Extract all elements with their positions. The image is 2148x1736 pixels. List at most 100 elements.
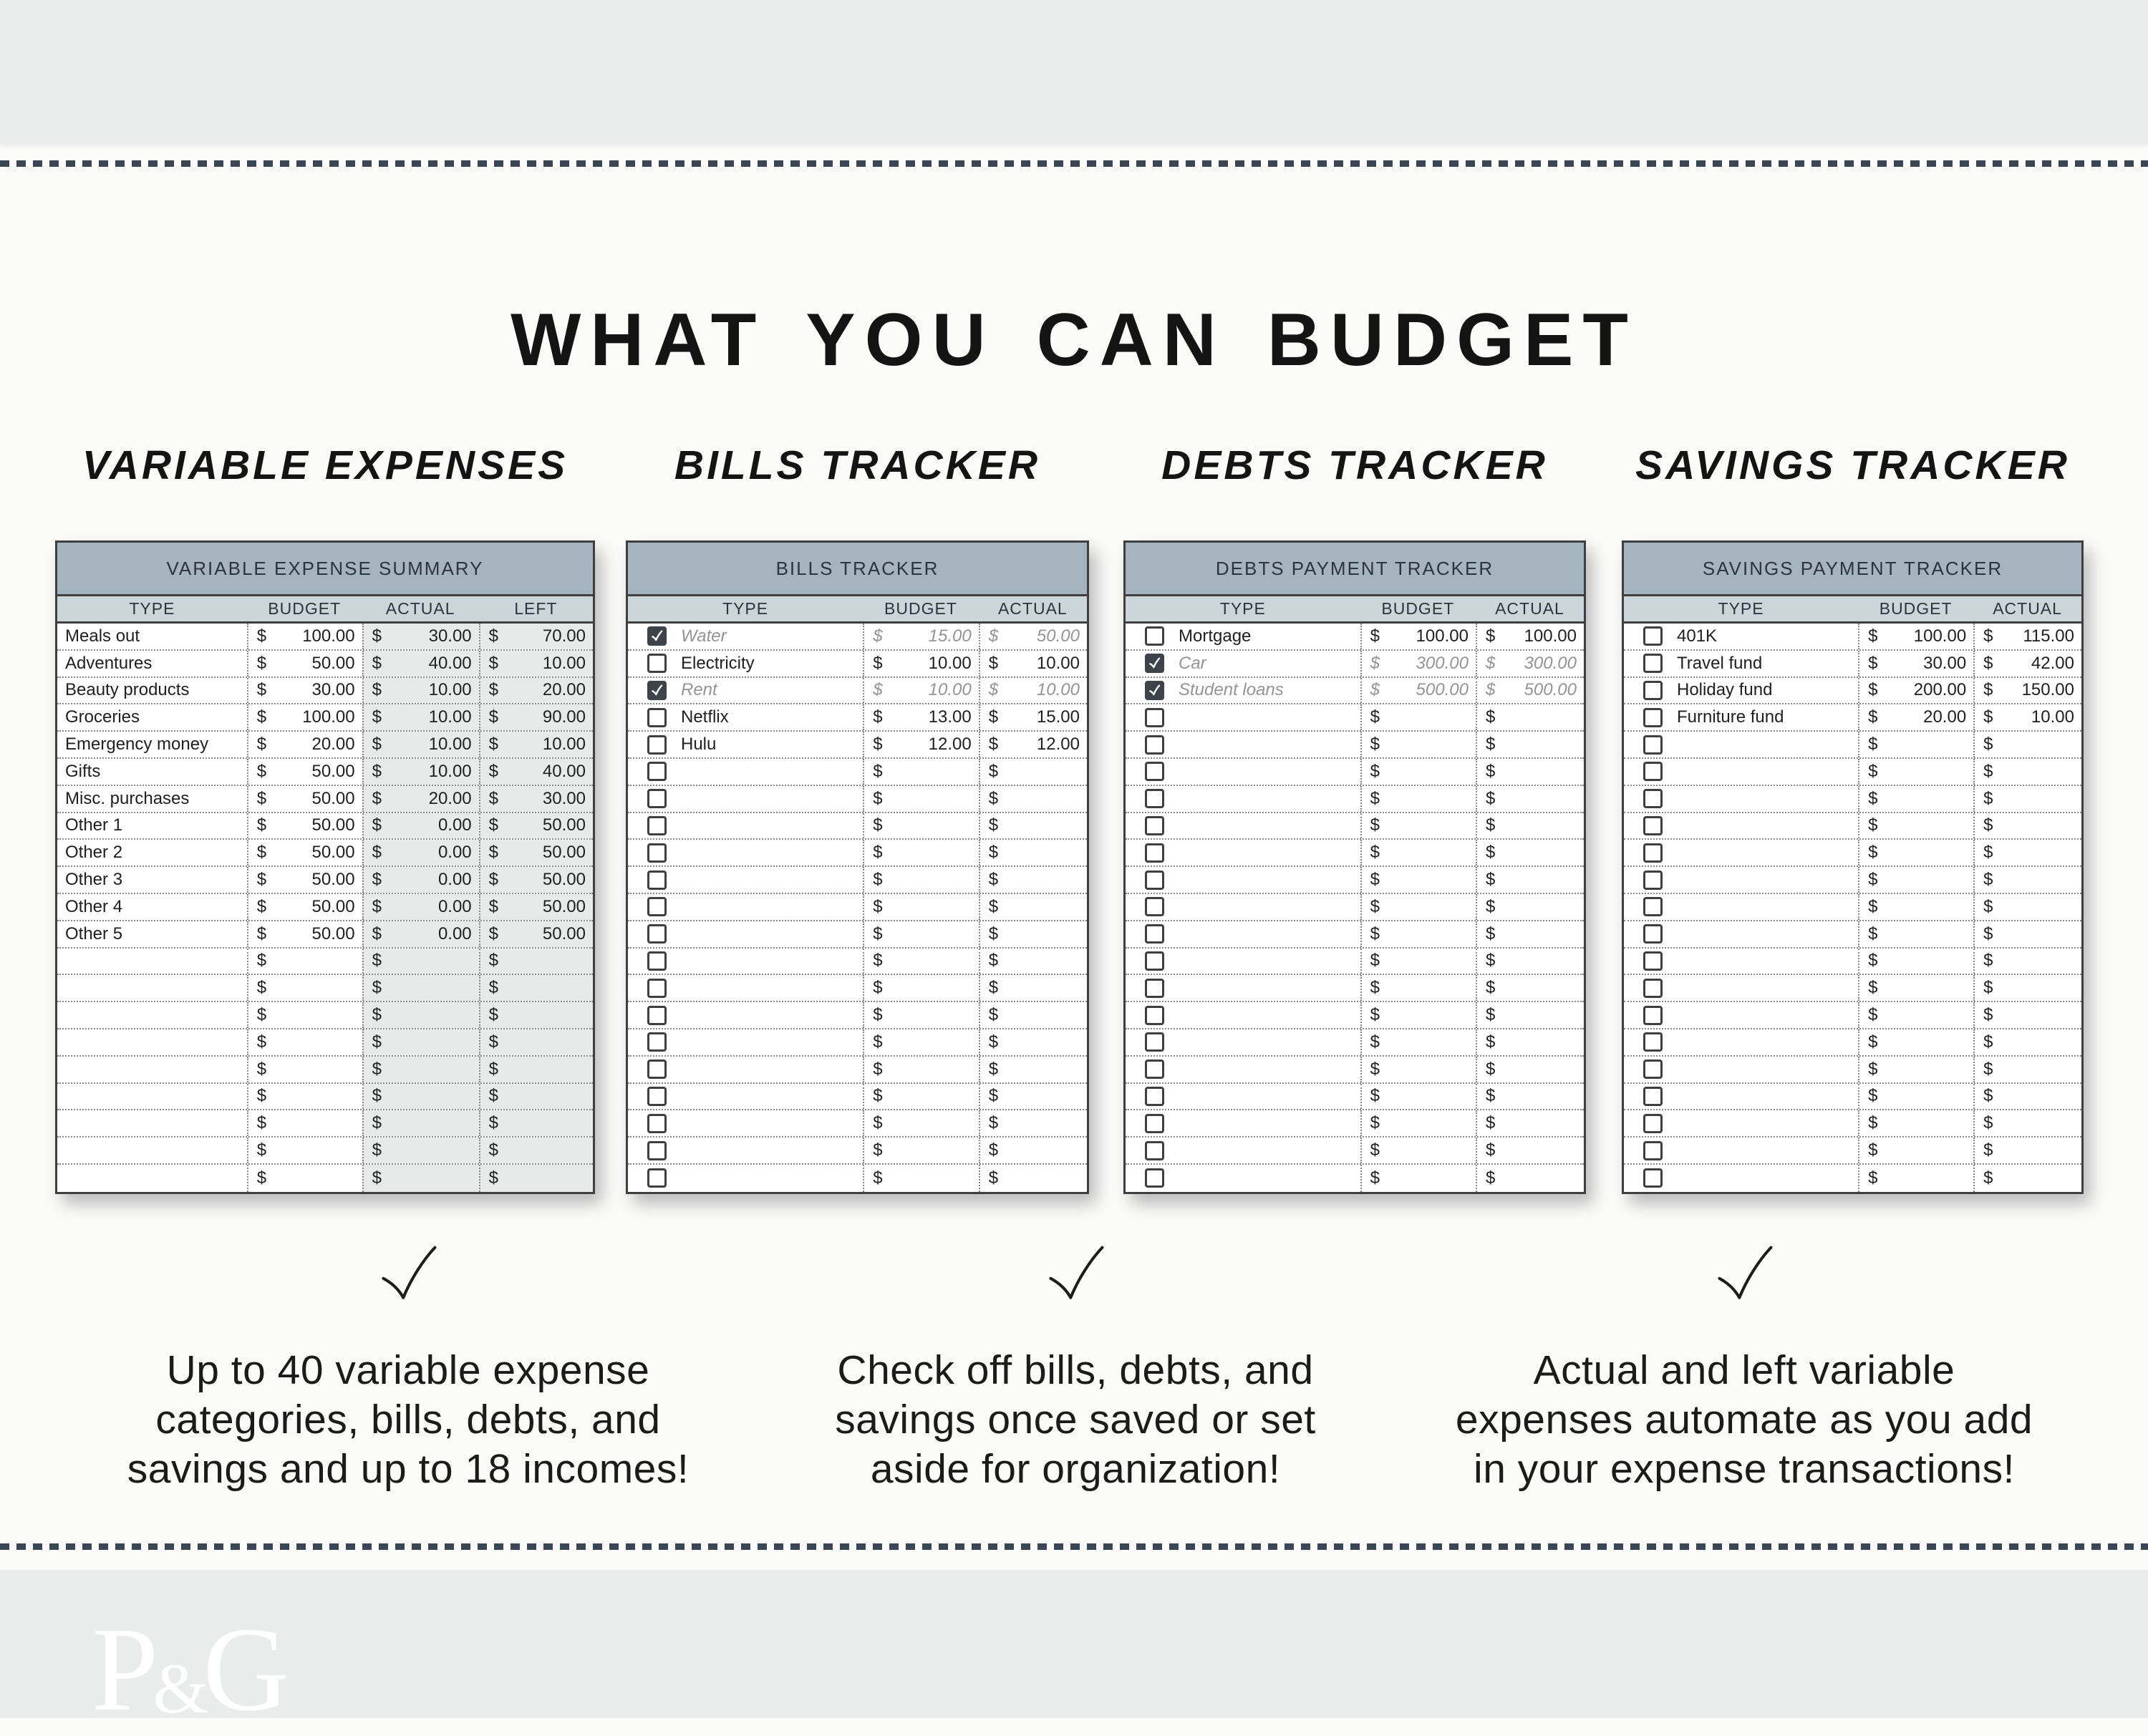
left-cell[interactable]: $90.00 [478, 704, 593, 731]
budget-cell[interactable]: $ [863, 1138, 979, 1163]
budget-cell[interactable]: $ [246, 1110, 362, 1137]
actual-cell[interactable]: $ [978, 893, 1087, 920]
actual-cell[interactable]: $ [1475, 732, 1584, 757]
actual-cell[interactable]: $ [978, 1002, 1087, 1028]
actual-cell[interactable]: $ [1973, 1029, 2081, 1055]
row-checkbox[interactable] [647, 1168, 667, 1188]
actual-cell[interactable]: $ [1475, 1110, 1584, 1137]
budget-cell[interactable]: $ [1858, 840, 1973, 866]
left-cell[interactable]: $ [478, 1083, 593, 1110]
type-cell[interactable] [1624, 813, 1858, 839]
type-cell[interactable] [628, 1084, 863, 1110]
row-checkbox[interactable] [1643, 734, 1663, 755]
left-cell[interactable]: $30.00 [478, 785, 593, 812]
actual-cell[interactable]: $ [362, 1083, 479, 1110]
left-cell[interactable]: $ [478, 1164, 593, 1192]
budget-cell[interactable]: $ [1858, 785, 1973, 812]
budget-cell[interactable]: $ [863, 1002, 979, 1028]
type-cell[interactable]: Misc. purchases [57, 786, 247, 812]
type-cell[interactable] [1126, 1084, 1360, 1110]
actual-cell[interactable]: $ [1475, 948, 1584, 974]
left-cell[interactable]: $50.00 [478, 893, 593, 920]
row-checkbox[interactable] [1643, 1140, 1663, 1160]
actual-cell[interactable]: $ [978, 1029, 1087, 1055]
type-cell[interactable] [1126, 1057, 1360, 1082]
type-cell[interactable] [57, 1002, 247, 1028]
type-cell[interactable] [1624, 1029, 1858, 1055]
budget-cell[interactable]: $ [1360, 785, 1476, 812]
budget-cell[interactable]: $ [1360, 867, 1476, 893]
budget-cell[interactable]: $100.00 [1360, 624, 1476, 649]
row-checkbox[interactable] [647, 762, 667, 782]
actual-cell[interactable]: $ [978, 1056, 1087, 1082]
actual-cell[interactable]: $ [362, 948, 479, 974]
row-checkbox[interactable] [1145, 1113, 1164, 1133]
type-cell[interactable] [628, 949, 863, 974]
budget-cell[interactable]: $ [246, 1138, 362, 1163]
actual-cell[interactable]: $ [362, 1029, 479, 1055]
type-cell[interactable] [57, 1110, 247, 1136]
type-cell[interactable] [628, 867, 863, 893]
budget-cell[interactable]: $ [246, 1029, 362, 1055]
row-checkbox[interactable] [1145, 1005, 1164, 1025]
type-cell[interactable] [628, 786, 863, 812]
actual-cell[interactable]: $ [1973, 948, 2081, 974]
budget-cell[interactable]: $ [1360, 840, 1476, 866]
type-cell[interactable]: Furniture fund [1624, 704, 1858, 730]
budget-cell[interactable]: $ [1360, 758, 1476, 785]
type-cell[interactable] [628, 1138, 863, 1163]
budget-cell[interactable]: $50.00 [246, 867, 362, 893]
type-cell[interactable]: Other 5 [57, 921, 247, 947]
row-checkbox[interactable] [1643, 1086, 1663, 1106]
type-cell[interactable] [628, 921, 863, 947]
actual-cell[interactable]: $ [978, 975, 1087, 1002]
type-cell[interactable] [628, 813, 863, 839]
budget-cell[interactable]: $13.00 [863, 704, 979, 731]
budget-cell[interactable]: $ [1858, 758, 1973, 785]
actual-cell[interactable]: $ [1973, 758, 2081, 785]
budget-cell[interactable]: $12.00 [863, 732, 979, 757]
type-cell[interactable]: Student loans [1126, 678, 1360, 704]
row-checkbox[interactable] [647, 1005, 667, 1025]
type-cell[interactable]: Emergency money [57, 732, 247, 757]
left-cell[interactable]: $ [478, 975, 593, 1002]
budget-cell[interactable]: $100.00 [246, 624, 362, 649]
type-cell[interactable] [1126, 867, 1360, 893]
type-cell[interactable] [1624, 867, 1858, 893]
type-cell[interactable]: Electricity [628, 651, 863, 677]
budget-cell[interactable]: $ [1858, 1138, 1973, 1163]
left-cell[interactable]: $50.00 [478, 840, 593, 866]
row-checkbox[interactable] [1643, 626, 1663, 646]
budget-cell[interactable]: $15.00 [863, 624, 979, 649]
actual-cell[interactable]: $12.00 [978, 732, 1087, 757]
actual-cell[interactable]: $ [978, 758, 1087, 785]
left-cell[interactable]: $ [478, 1002, 593, 1028]
type-cell[interactable] [1126, 732, 1360, 757]
row-checkbox[interactable] [1643, 654, 1663, 674]
budget-cell[interactable]: $10.00 [863, 650, 979, 677]
type-cell[interactable] [628, 894, 863, 920]
type-cell[interactable] [1624, 840, 1858, 865]
type-cell[interactable]: Mortgage [1126, 624, 1360, 649]
type-cell[interactable] [57, 1138, 247, 1163]
budget-cell[interactable]: $50.00 [246, 758, 362, 785]
budget-cell[interactable]: $ [863, 1110, 979, 1137]
type-cell[interactable] [57, 1029, 247, 1055]
actual-cell[interactable]: $ [1475, 704, 1584, 731]
row-checkbox[interactable] [647, 1059, 667, 1080]
type-cell[interactable] [1624, 894, 1858, 920]
budget-cell[interactable]: $ [1360, 921, 1476, 947]
type-cell[interactable] [1126, 975, 1360, 1001]
row-checkbox[interactable] [647, 951, 667, 971]
actual-cell[interactable]: $ [362, 1138, 479, 1163]
type-cell[interactable] [1126, 759, 1360, 785]
type-cell[interactable] [1126, 1110, 1360, 1136]
actual-cell[interactable]: $50.00 [978, 624, 1087, 649]
actual-cell[interactable]: $100.00 [1475, 624, 1584, 649]
actual-cell[interactable]: $ [978, 867, 1087, 893]
actual-cell[interactable]: $ [1475, 921, 1584, 947]
row-checkbox[interactable] [647, 1140, 667, 1160]
budget-cell[interactable]: $ [1858, 1110, 1973, 1137]
row-checkbox[interactable] [1145, 924, 1164, 944]
budget-cell[interactable]: $30.00 [246, 677, 362, 704]
